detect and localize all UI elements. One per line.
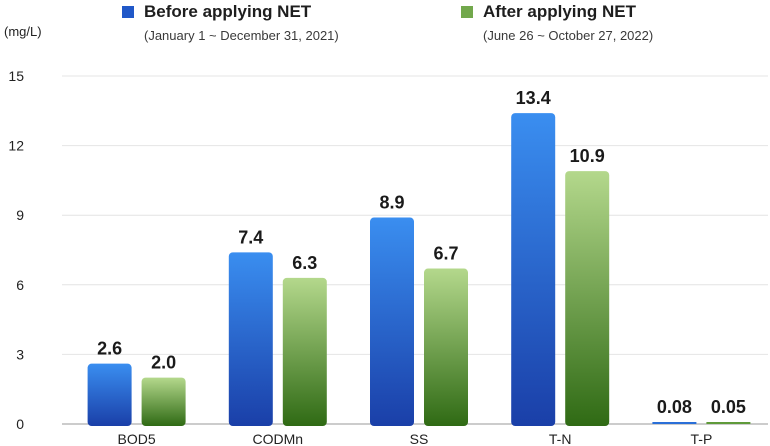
y-tick-label: 3: [16, 346, 24, 362]
x-tick-label: T-N: [549, 431, 572, 446]
legend-period-after: (June 26 ~ October 27, 2022): [483, 28, 654, 43]
legend-period-before: (January 1 ~ December 31, 2021): [144, 28, 339, 43]
data-label: 10.9: [570, 146, 605, 166]
x-tick-label: T-P: [691, 431, 713, 446]
data-label: 2.0: [151, 353, 176, 373]
data-label: 2.6: [97, 339, 122, 359]
data-label: 8.9: [379, 193, 404, 213]
data-label: 6.7: [433, 244, 458, 264]
data-label: 6.3: [292, 253, 317, 273]
legend-swatch-after: [461, 6, 473, 18]
bar: [370, 217, 414, 426]
y-tick-label: 12: [8, 138, 24, 154]
bar: [87, 363, 132, 426]
y-tick-label: 15: [8, 68, 24, 84]
y-axis-ticks: 0 3 6 9 12 15: [8, 68, 24, 432]
x-tick-label: SS: [410, 431, 429, 446]
legend-item-before: Before applying NET (January 1 ~ Decembe…: [122, 2, 339, 43]
bar: [141, 377, 186, 426]
bar: [706, 422, 751, 424]
gridlines: [62, 75, 768, 425]
x-tick-label: CODMn: [253, 431, 304, 446]
bar: [424, 268, 468, 426]
bar: [282, 277, 327, 426]
bar: [565, 171, 610, 426]
data-label: 7.4: [238, 227, 263, 247]
bar: [228, 252, 273, 426]
legend-label-before: Before applying NET: [144, 2, 312, 21]
bar: [652, 422, 697, 424]
legend-swatch-before: [122, 6, 134, 18]
x-axis-ticks: BOD5 CODMn SS T-N T-P: [118, 431, 713, 446]
legend-label-after: After applying NET: [483, 2, 637, 21]
y-tick-label: 0: [16, 416, 24, 432]
y-tick-label: 6: [16, 277, 24, 293]
y-axis-unit: (mg/L): [4, 24, 42, 39]
bars: [87, 113, 751, 427]
legend-item-after: After applying NET (June 26 ~ October 27…: [461, 2, 653, 43]
data-labels: 2.6 2.0 7.4 6.3 8.9 6.7 13.4 10.9 0.08 0.05: [97, 88, 746, 417]
data-label: 13.4: [516, 88, 551, 108]
y-tick-label: 9: [16, 207, 24, 223]
data-label: 0.05: [711, 397, 746, 417]
data-label: 0.08: [657, 397, 692, 417]
bar: [511, 113, 556, 427]
x-tick-label: BOD5: [118, 431, 156, 446]
